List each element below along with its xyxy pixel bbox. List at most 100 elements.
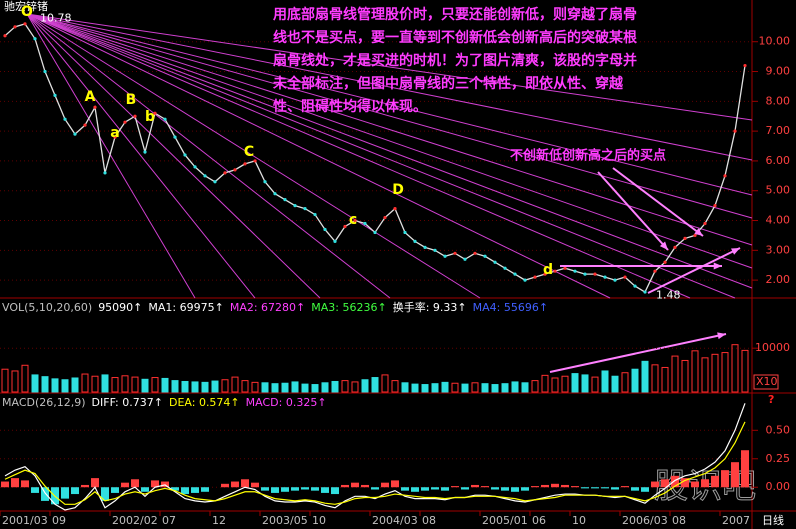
macd-bar [331,487,339,495]
note-line: 用底部扇骨线管理股价时，只要还能创新低，则穿越了扇骨 [273,6,637,23]
x-tick-label: 08 [672,514,686,527]
volume-bar [251,381,259,393]
macd-bar [111,487,119,493]
legend-item: MA4: 55696↑ [473,301,548,314]
price-point [743,63,747,68]
point-letter: b [145,109,155,125]
macd-bar [71,487,79,495]
macd-bar [671,475,679,488]
volume-bar [651,364,659,393]
volume-bar [671,355,679,393]
price-point [73,132,77,136]
price-point [613,278,617,282]
volume-bar [661,366,669,393]
point-letter: d [543,262,553,278]
macd-bar [121,482,129,488]
x-tick-label: 06 [532,514,546,527]
macd-bar [451,486,459,488]
price-point [573,269,577,273]
price-point [563,266,567,270]
price-point [213,180,217,184]
price-point [673,245,677,249]
x-tick-label: 10 [572,514,586,527]
macd-bar [491,487,499,490]
volume-bar [151,377,159,393]
y-tick-label: 7.00 [766,124,791,137]
price-point [133,114,137,118]
volume-bar [361,379,369,393]
macd-bar [721,470,729,488]
price-point [253,159,257,163]
macd-bar [271,487,279,493]
price-point [303,207,307,211]
macd-bar [611,487,619,490]
volume-bar [491,384,499,393]
x-tick-label: 08 [422,514,436,527]
volume-bar [271,383,279,393]
y-tick-label: 0.25 [766,452,791,465]
volume-bar [301,383,309,393]
volume-bar [171,380,179,393]
y-tick-label: 8.00 [766,94,791,107]
macd-bar [131,479,139,488]
fan-line [26,13,611,299]
price-point [223,171,227,175]
price-point [713,204,717,208]
volume-bar [531,380,539,393]
point-letter: D [392,182,404,198]
point-letter: C [244,144,254,160]
macd-bar [531,486,539,488]
macd-bar [601,487,609,489]
price-point [473,251,477,255]
volume-bar [481,383,489,393]
price-point [413,239,417,243]
volume-bar [241,380,249,393]
volume-bar [521,382,529,393]
macd-bar [241,479,249,488]
macd-bar [511,487,519,492]
point-letter: B [126,92,137,108]
price-point [323,227,327,232]
macd-bar [201,487,209,492]
macd-bar [351,482,359,488]
x-tick-label: 07 [162,514,176,527]
volume-bar [341,380,349,393]
price-point [103,171,107,175]
volume-bar [51,378,59,393]
price-point [683,236,687,240]
macd-bar [81,484,89,488]
price-point [203,174,207,178]
price-point [63,117,67,121]
x-tick-label: 10 [312,514,326,527]
volume-bar [161,377,169,393]
volume-bar [111,377,119,393]
price-point [193,165,197,169]
y-tick-label: 3.00 [766,243,791,256]
arrow-head [694,228,703,236]
macd-bar [291,487,299,491]
volume-bar [181,380,189,393]
price-point [283,198,287,202]
macd-bar [91,478,99,488]
price-point [143,150,147,154]
y-tick-label: 4.00 [766,214,791,227]
macd-bar [361,484,369,488]
volume-bar [591,376,599,393]
price-point [503,266,507,270]
volume-bar [61,379,69,393]
macd-bar [31,487,39,493]
volume-bar [641,360,649,393]
fan-line [26,13,753,246]
macd-bar [371,487,379,490]
macd-bar [311,487,319,491]
legend-item: DEA: 0.574↑ [169,396,240,409]
volume-bar [141,378,149,393]
volume-bar [541,374,549,393]
macd-bar [501,487,509,491]
price-point [53,93,57,97]
fan-line [26,13,256,299]
arrow-head [713,262,722,270]
price-point [343,224,347,229]
